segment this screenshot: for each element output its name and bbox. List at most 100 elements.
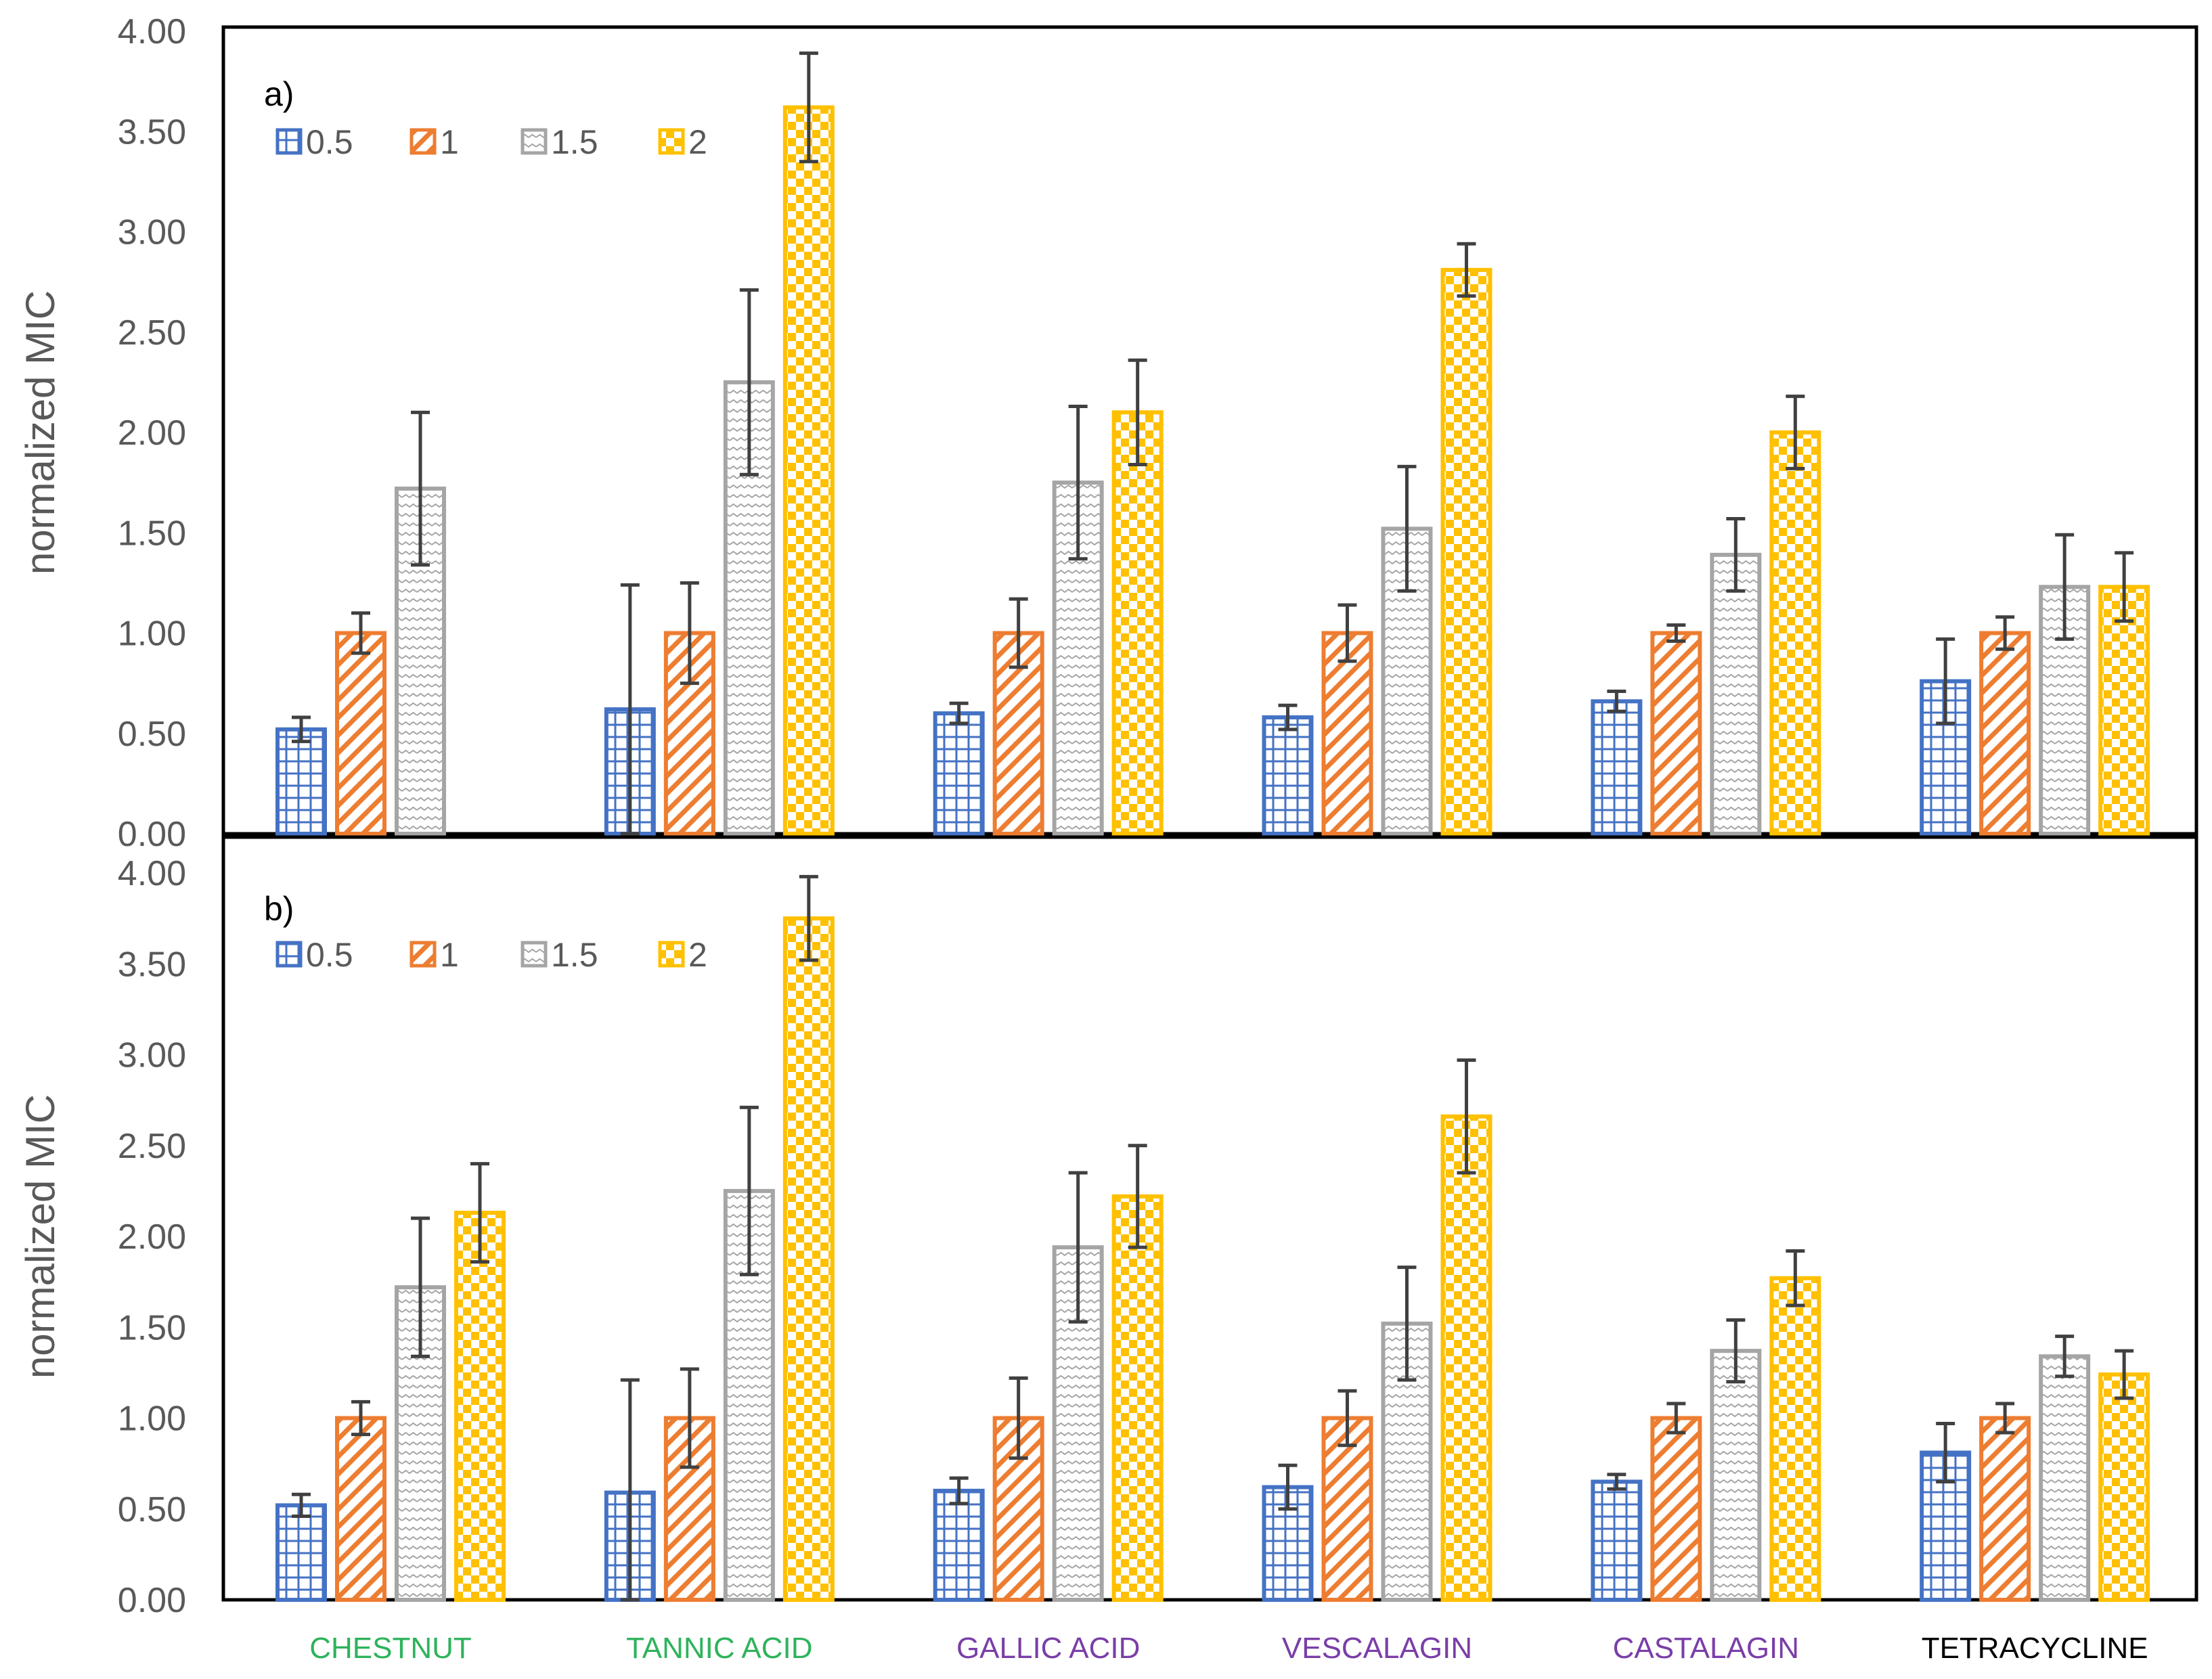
bar-vescalagin-s2 — [1440, 267, 1492, 836]
legend-swatch — [521, 128, 548, 155]
bar-tetracycline-s2 — [2098, 585, 2150, 836]
legend-item-1.5: 1.5 — [521, 936, 598, 974]
error-bar — [1278, 1463, 1298, 1511]
plot-frame — [221, 25, 2198, 836]
bar-gallic-acid-s0.5 — [933, 1488, 985, 1602]
y-tick-label: 2.50 — [118, 1127, 186, 1166]
bar-chestnut-s2 — [454, 1211, 506, 1602]
bar-tetracycline-s1 — [1979, 631, 2031, 836]
error-bar — [1337, 603, 1357, 663]
error-bar — [1068, 404, 1088, 561]
y-tick-label: 3.50 — [118, 945, 186, 984]
error-bar — [680, 581, 699, 686]
error-bar — [351, 611, 370, 655]
error-bar — [2115, 1349, 2134, 1400]
error-bar — [351, 1400, 370, 1437]
chart-panel-a: 0.00 0.50 1.00 1.50 2.00 2.50 3.00 3.50 4.00 norm… — [18, 12, 2198, 854]
category-label-gallic-acid: GALLIC ACID — [956, 1632, 1140, 1665]
error-bar — [292, 1492, 311, 1518]
bar-tetracycline-s1 — [1979, 1416, 2031, 1602]
bar-gallic-acid-s2 — [1111, 1194, 1164, 1603]
legend-item-0.5: 0.5 — [275, 936, 353, 974]
bar-chestnut-s0.5 — [275, 1503, 327, 1602]
y-tick-label: 1.50 — [118, 1308, 186, 1347]
bar-tetracycline-s2 — [2098, 1372, 2150, 1603]
legend-item-2: 2 — [658, 123, 707, 161]
error-bar — [620, 583, 640, 836]
error-bar — [949, 1476, 969, 1506]
legend-label: 0.5 — [306, 936, 353, 974]
y-tick-label: 2.00 — [118, 1217, 186, 1257]
bar-gallic-acid-s0.5 — [933, 711, 985, 836]
legend-item-1: 1 — [410, 936, 459, 974]
y-axis-label: normalized MIC — [18, 1094, 63, 1379]
bar-chestnut-s1 — [335, 631, 386, 836]
legend-label: 1.5 — [551, 936, 598, 974]
error-bar — [739, 288, 759, 476]
legend-swatch — [410, 941, 437, 968]
bar-tetracycline-s1.5 — [2039, 1354, 2091, 1602]
category-label-chestnut: CHESTNUT — [309, 1632, 472, 1665]
category-label-castalagin: CASTALAGIN — [1613, 1632, 1799, 1665]
legend-label: 1.5 — [551, 123, 598, 161]
error-bar — [2115, 551, 2134, 623]
error-bar — [680, 1367, 699, 1469]
y-tick-label: 3.00 — [118, 213, 186, 252]
error-bar — [1397, 464, 1417, 593]
panel-label: a) — [264, 75, 294, 113]
legend-item-1: 1 — [410, 123, 459, 161]
legend-label: 0.5 — [306, 123, 353, 161]
error-bar — [1068, 1171, 1088, 1324]
error-bar — [1128, 1144, 1147, 1249]
error-bar — [620, 1378, 640, 1602]
error-bar — [799, 51, 818, 164]
bar-castalagin-s1 — [1650, 1416, 1702, 1602]
y-tick-label: 0.00 — [118, 1581, 186, 1620]
legend-label: 1 — [440, 123, 459, 161]
bar-tannic-acid-s2 — [782, 916, 835, 1602]
error-bar — [739, 1105, 759, 1276]
legend-label: 2 — [688, 936, 707, 974]
legend-swatch — [410, 128, 437, 155]
legend-swatch — [275, 128, 303, 155]
legend-item-1.5: 1.5 — [521, 123, 598, 161]
error-bar — [292, 715, 311, 744]
error-bar — [411, 1216, 430, 1358]
y-tick-label: 2.50 — [118, 313, 186, 353]
error-bar — [1936, 1422, 1955, 1483]
error-bar — [1397, 1266, 1417, 1382]
category-label-tannic-acid: TANNIC ACID — [626, 1632, 812, 1665]
error-bar — [1128, 358, 1147, 466]
plot-frame — [221, 835, 2198, 1602]
error-bar — [2055, 1335, 2075, 1379]
y-tick-label: 4.00 — [118, 12, 186, 51]
error-bar — [1457, 242, 1476, 298]
error-bar — [470, 1162, 489, 1264]
error-bar — [1278, 703, 1298, 732]
legend-swatch — [658, 941, 685, 968]
error-bar — [1786, 395, 1805, 470]
legend-swatch — [275, 941, 303, 968]
legend-swatch — [658, 128, 685, 155]
legend-swatch — [521, 941, 548, 968]
bar-gallic-acid-s2 — [1111, 410, 1164, 836]
category-axis-labels: CHESTNUT TANNIC ACID GALLIC ACID VESCALAGIN… — [309, 1632, 2148, 1665]
bar-tannic-acid-s2 — [782, 105, 835, 836]
y-tick-label: 4.00 — [118, 854, 186, 893]
error-bar — [411, 410, 430, 567]
error-bar — [1607, 689, 1627, 713]
error-bar — [1666, 623, 1686, 643]
legend-label: 2 — [688, 123, 707, 161]
legend-item-0.5: 0.5 — [275, 123, 353, 161]
error-bar — [1726, 516, 1746, 593]
y-tick-label: 1.50 — [118, 514, 186, 553]
error-bar — [1009, 1376, 1028, 1460]
error-bar — [1936, 637, 1955, 725]
y-tick-label: 3.50 — [118, 112, 186, 152]
category-label-tetracycline: TETRACYCLINE — [1922, 1632, 2148, 1665]
bar-castalagin-s0.5 — [1591, 1479, 1643, 1603]
error-bar — [1995, 615, 2015, 651]
bar-castalagin-s1.5 — [1710, 1349, 1762, 1603]
